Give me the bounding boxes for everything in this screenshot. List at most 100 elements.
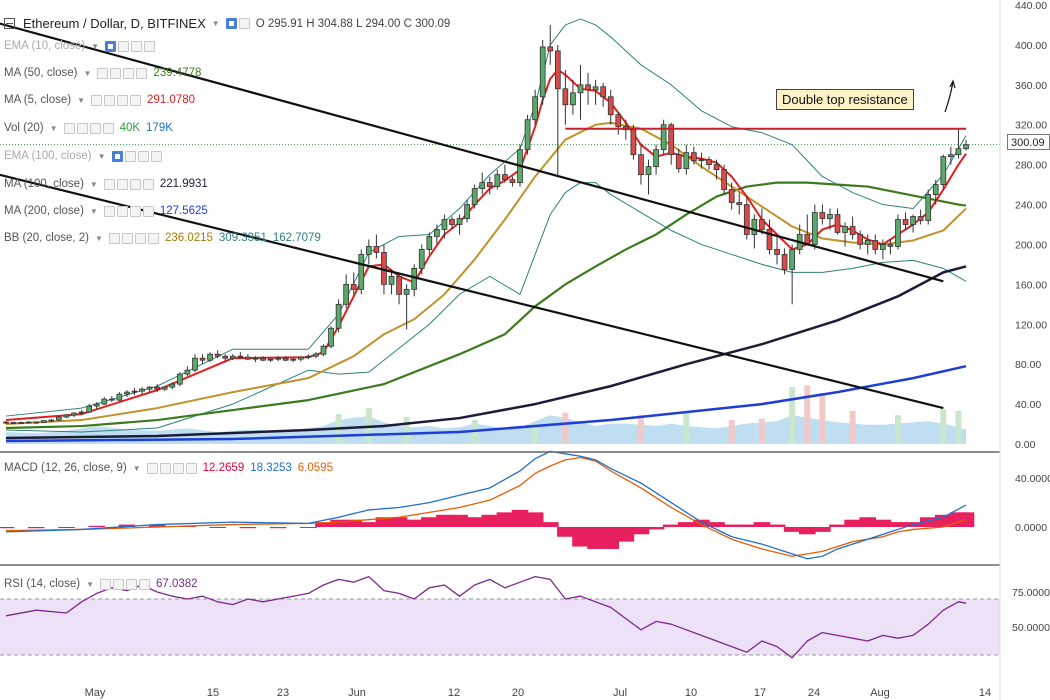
- double-top-annotation[interactable]: Double top resistance: [776, 89, 914, 110]
- chevron-down-icon[interactable]: ▼: [95, 233, 103, 243]
- legend-buttons[interactable]: [103, 205, 154, 217]
- settings-icon[interactable]: [116, 205, 128, 217]
- plus-icon[interactable]: [131, 40, 143, 52]
- eye-icon[interactable]: [105, 40, 117, 52]
- legend-buttons[interactable]: [108, 232, 159, 244]
- legend-ema10[interactable]: EMA (10, close) ▼: [4, 40, 156, 52]
- close-icon[interactable]: [102, 122, 114, 134]
- macd-signal-line: [5, 456, 967, 557]
- settings-icon[interactable]: [116, 178, 128, 190]
- close-icon[interactable]: [142, 205, 154, 217]
- legend-ma5[interactable]: MA (5, close) ▼ 291.0780: [4, 94, 195, 106]
- legend-vol[interactable]: Vol (20) ▼ 40K 179K: [4, 122, 173, 134]
- chevron-down-icon[interactable]: ▼: [86, 579, 94, 589]
- eye-icon[interactable]: [97, 67, 109, 79]
- plus-icon[interactable]: [125, 578, 137, 590]
- legend-ema100[interactable]: EMA (100, close) ▼: [4, 150, 162, 162]
- settings-icon[interactable]: [76, 122, 88, 134]
- chevron-down-icon[interactable]: ▼: [132, 463, 141, 473]
- chevron-down-icon[interactable]: ▼: [77, 95, 86, 105]
- chevron-down-icon[interactable]: ▼: [97, 151, 106, 161]
- candle-body: [214, 353, 221, 357]
- eye-icon[interactable]: [63, 122, 75, 134]
- close-icon[interactable]: [185, 462, 197, 474]
- eye-icon[interactable]: [225, 18, 237, 29]
- chevron-down-icon[interactable]: ▼: [89, 179, 98, 189]
- eye-icon[interactable]: [108, 232, 120, 244]
- legend-buttons[interactable]: [91, 94, 142, 106]
- close-icon[interactable]: [144, 40, 156, 52]
- close-icon[interactable]: [142, 178, 154, 190]
- close-icon[interactable]: [130, 94, 142, 106]
- legend-buttons[interactable]: [99, 578, 150, 590]
- macd-histogram-bar: [844, 519, 861, 527]
- candle-body: [184, 369, 191, 375]
- plus-icon[interactable]: [137, 150, 149, 162]
- series-buttons[interactable]: [225, 18, 250, 29]
- chevron-down-icon[interactable]: ▼: [211, 19, 220, 28]
- plus-icon[interactable]: [117, 94, 129, 106]
- settings-icon[interactable]: [104, 94, 116, 106]
- settings-icon[interactable]: [159, 462, 171, 474]
- legend-ma200[interactable]: MA (200, close) ▼ 127.5625: [4, 205, 208, 217]
- macd-histogram-bar: [678, 522, 695, 527]
- chevron-down-icon[interactable]: ▼: [83, 68, 92, 78]
- legend-bb[interactable]: BB (20, close, 2) ▼ 236.0215 309.3351 162.70…: [4, 232, 321, 244]
- candle-body: [169, 383, 176, 388]
- plus-icon[interactable]: [129, 205, 141, 217]
- eye-icon[interactable]: [111, 150, 123, 162]
- plus-icon[interactable]: [134, 232, 146, 244]
- candle-body: [925, 194, 932, 221]
- close-icon[interactable]: [136, 67, 148, 79]
- legend-buttons[interactable]: [63, 122, 114, 134]
- settings-icon[interactable]: [121, 232, 133, 244]
- chart-title-bar: Ethereum / Dollar, D, BITFINEX ▼ O 295.9…: [4, 16, 450, 31]
- candle-body: [917, 216, 924, 221]
- candle-body: [902, 219, 909, 225]
- settings-icon[interactable]: [112, 578, 124, 590]
- settings-icon[interactable]: [110, 67, 122, 79]
- settings-icon[interactable]: [124, 150, 136, 162]
- legend-ma100[interactable]: MA (100, close) ▼ 221.9931: [4, 178, 208, 190]
- chevron-down-icon[interactable]: ▼: [89, 206, 98, 216]
- close-icon[interactable]: [150, 150, 162, 162]
- close-icon[interactable]: [138, 578, 150, 590]
- candle-body: [592, 86, 599, 91]
- settings-icon[interactable]: [238, 18, 250, 29]
- close-icon[interactable]: [147, 232, 159, 244]
- legend-buttons[interactable]: [105, 40, 156, 52]
- chevron-down-icon[interactable]: ▼: [49, 123, 58, 133]
- plus-icon[interactable]: [129, 178, 141, 190]
- candle-body: [932, 184, 939, 195]
- candle-body: [554, 50, 561, 90]
- rsi-legend: RSI (14, close) ▼ 67.0382: [4, 578, 198, 590]
- legend-buttons[interactable]: [146, 462, 197, 474]
- eye-icon[interactable]: [146, 462, 158, 474]
- settings-icon[interactable]: [118, 40, 130, 52]
- candle-body: [955, 148, 962, 156]
- eye-icon[interactable]: [103, 205, 115, 217]
- symbol-title[interactable]: Ethereum / Dollar, D, BITFINEX: [23, 16, 206, 31]
- rsi-band: [0, 599, 1000, 655]
- legend-value: 18.3253: [250, 462, 292, 474]
- plus-icon[interactable]: [123, 67, 135, 79]
- candle-body: [146, 386, 153, 390]
- eye-icon[interactable]: [99, 578, 111, 590]
- candle-body: [358, 254, 365, 290]
- eye-icon[interactable]: [91, 94, 103, 106]
- macd-histogram-bar: [466, 517, 483, 527]
- chevron-down-icon[interactable]: ▼: [91, 41, 100, 51]
- candle-body: [668, 124, 675, 156]
- legend-buttons[interactable]: [103, 178, 154, 190]
- eye-icon[interactable]: [103, 178, 115, 190]
- candle-body: [524, 119, 531, 151]
- candle-body: [879, 244, 886, 250]
- legend-ma50[interactable]: MA (50, close) ▼ 239.4778: [4, 67, 201, 79]
- plus-icon[interactable]: [172, 462, 184, 474]
- legend-buttons[interactable]: [97, 67, 148, 79]
- collapse-icon[interactable]: [4, 18, 15, 29]
- legend-buttons[interactable]: [111, 150, 162, 162]
- up-arrow: [944, 81, 954, 113]
- plus-icon[interactable]: [89, 122, 101, 134]
